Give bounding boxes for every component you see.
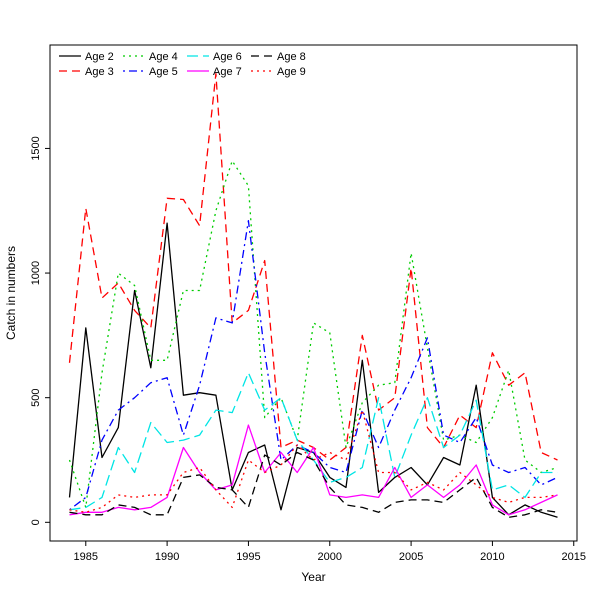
legend-label-age-7: Age 7 bbox=[213, 66, 242, 78]
x-tick-label: 2010 bbox=[480, 551, 504, 563]
plot-border bbox=[49, 44, 578, 542]
series-line-age-4 bbox=[68, 160, 558, 509]
x-tick-label: 2000 bbox=[318, 551, 342, 563]
y-tick-label: 0 bbox=[30, 519, 42, 525]
series-line-age-3 bbox=[68, 73, 558, 461]
y-axis-title: Catch in numbers bbox=[4, 246, 18, 340]
legend-label-age-3: Age 3 bbox=[85, 66, 114, 78]
legend-label-age-4: Age 4 bbox=[149, 51, 178, 63]
x-axis-title: Year bbox=[301, 570, 325, 584]
legend-label-age-8: Age 8 bbox=[277, 51, 306, 63]
y-tick-label: 1500 bbox=[30, 136, 42, 160]
series-line-age-2 bbox=[68, 222, 558, 518]
legend-label-age-6: Age 6 bbox=[213, 51, 242, 63]
x-tick-label: 1985 bbox=[74, 551, 98, 563]
y-tick-label: 1000 bbox=[30, 261, 42, 285]
series-line-age-7 bbox=[69, 424, 558, 516]
x-tick-label: 2005 bbox=[399, 551, 423, 563]
x-tick-label: 1995 bbox=[236, 551, 260, 563]
series-line-age-5 bbox=[69, 220, 558, 511]
legend-label-age-5: Age 5 bbox=[149, 66, 178, 78]
x-tick-label: 1990 bbox=[155, 551, 179, 563]
x-tick-label: 2015 bbox=[562, 551, 586, 563]
y-tick-label: 500 bbox=[30, 389, 42, 407]
legend-label-age-2: Age 2 bbox=[85, 51, 114, 63]
legend-label-age-9: Age 9 bbox=[277, 66, 306, 78]
series-line-age-8 bbox=[69, 451, 558, 518]
series-line-age-9 bbox=[69, 409, 558, 513]
